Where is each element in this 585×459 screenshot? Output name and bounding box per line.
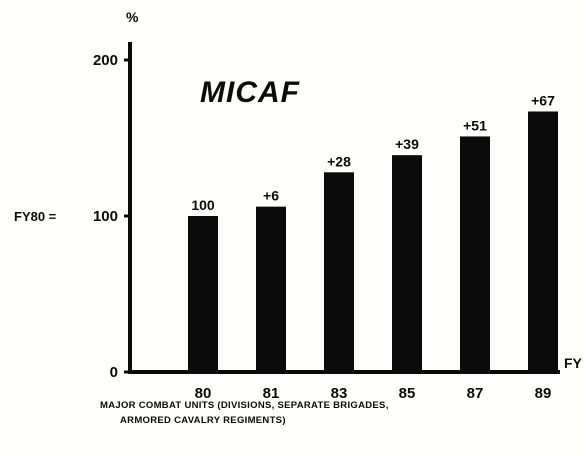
bar <box>188 216 218 372</box>
bar-data-label: 100 <box>191 197 215 213</box>
y-tick-label: 0 <box>110 364 118 381</box>
chart-footnote: MAJOR COMBAT UNITS (DIVISIONS, SEPARATE … <box>100 398 570 428</box>
x-tick-label: 83 <box>331 385 348 402</box>
bar-data-label: +39 <box>395 136 419 152</box>
x-axis-unit: FY <box>564 355 583 371</box>
footnote-line-2: ARMORED CAVALRY REGIMENTS) <box>120 415 286 426</box>
x-tick-label: 80 <box>195 385 212 402</box>
labels: 100 80 +6 81 +28 83 +39 85 +51 87 +67 89 <box>191 92 555 402</box>
x-tick-label: 89 <box>535 385 552 402</box>
bar <box>256 206 286 372</box>
chart-title: MICAF <box>200 76 300 109</box>
bar-data-label: +6 <box>263 188 279 204</box>
bar-data-label: +67 <box>531 92 555 108</box>
bar-data-label: +28 <box>327 153 351 169</box>
reference-label: FY80 = <box>14 209 57 224</box>
bar <box>460 136 490 372</box>
x-tick-label: 81 <box>263 385 280 402</box>
bar <box>324 172 354 372</box>
y-tick-label: 200 <box>93 52 118 69</box>
x-tick-label: 85 <box>399 385 416 402</box>
bar <box>528 111 558 372</box>
axes: 0 100 200 FY80 =% FY MICAF <box>14 9 583 381</box>
y-axis-unit: % <box>126 9 139 25</box>
y-tick-label: 100 <box>93 208 118 225</box>
x-tick-label: 87 <box>467 385 484 402</box>
bar-data-label: +51 <box>463 117 487 133</box>
bars <box>188 111 558 372</box>
bar <box>392 155 422 372</box>
footnote-line-1: MAJOR COMBAT UNITS (DIVISIONS, SEPARATE … <box>100 400 389 411</box>
